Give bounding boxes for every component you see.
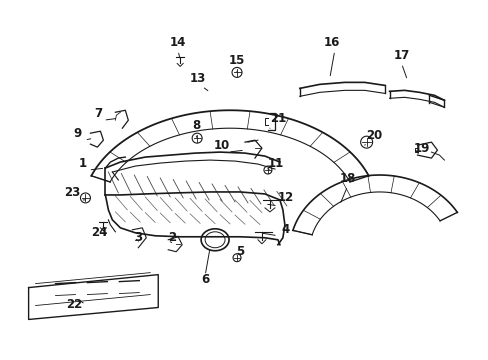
Text: 16: 16 — [323, 36, 339, 49]
Text: 23: 23 — [64, 186, 81, 199]
Text: 21: 21 — [269, 112, 285, 125]
Text: 1: 1 — [78, 157, 86, 170]
Text: 14: 14 — [170, 36, 186, 49]
Text: 13: 13 — [190, 72, 206, 85]
Text: 2: 2 — [168, 231, 176, 244]
Text: 22: 22 — [66, 298, 82, 311]
Text: 8: 8 — [192, 119, 200, 132]
Text: 3: 3 — [134, 231, 142, 244]
Text: 11: 11 — [267, 157, 284, 170]
Text: 4: 4 — [281, 223, 289, 236]
Text: 5: 5 — [235, 245, 244, 258]
Text: 20: 20 — [366, 129, 382, 142]
Text: 12: 12 — [277, 192, 293, 204]
Text: 6: 6 — [201, 273, 209, 286]
Text: 19: 19 — [412, 141, 429, 155]
Text: 10: 10 — [214, 139, 230, 152]
Text: 18: 18 — [339, 171, 355, 185]
Text: 15: 15 — [228, 54, 244, 67]
Text: 24: 24 — [91, 226, 107, 239]
Text: 9: 9 — [73, 127, 81, 140]
Text: 17: 17 — [393, 49, 409, 62]
Text: 7: 7 — [94, 107, 102, 120]
